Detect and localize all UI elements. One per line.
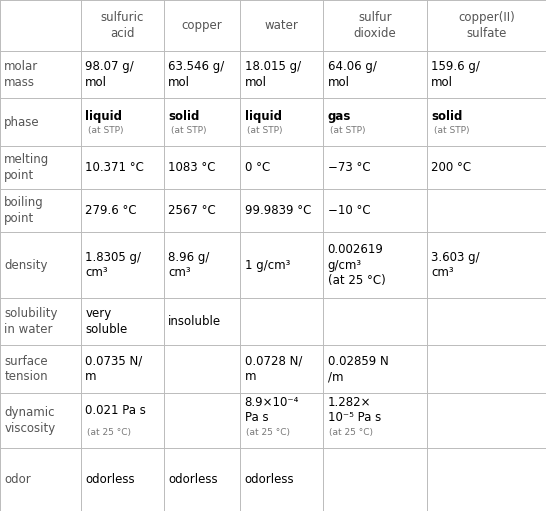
Text: odor: odor — [4, 473, 31, 486]
Text: surface
tension: surface tension — [4, 355, 48, 383]
Text: 0.002619
g/cm³
(at 25 °C): 0.002619 g/cm³ (at 25 °C) — [328, 243, 385, 287]
Text: (at STP): (at STP) — [88, 126, 123, 135]
Text: 64.06 g/
mol: 64.06 g/ mol — [328, 60, 377, 89]
Text: 0.021 Pa s: 0.021 Pa s — [85, 404, 146, 417]
Text: −10 °C: −10 °C — [328, 204, 370, 217]
Text: solid: solid — [168, 110, 199, 123]
Text: dynamic
viscosity: dynamic viscosity — [4, 406, 56, 434]
Text: (at STP): (at STP) — [434, 126, 470, 135]
Text: gas: gas — [328, 110, 351, 123]
Text: (at STP): (at STP) — [171, 126, 206, 135]
Text: 10.371 °C: 10.371 °C — [85, 161, 144, 174]
Text: odorless: odorless — [85, 473, 135, 486]
Text: 0.0735 N/
m: 0.0735 N/ m — [85, 355, 143, 383]
Text: −73 °C: −73 °C — [328, 161, 370, 174]
Text: 8.9×10⁻⁴
Pa s: 8.9×10⁻⁴ Pa s — [245, 397, 299, 425]
Text: (at STP): (at STP) — [330, 126, 366, 135]
Text: sulfuric
acid: sulfuric acid — [100, 11, 144, 40]
Text: very
soluble: very soluble — [85, 308, 127, 336]
Text: 159.6 g/
mol: 159.6 g/ mol — [431, 60, 480, 89]
Text: odorless: odorless — [168, 473, 218, 486]
Text: solubility
in water: solubility in water — [4, 308, 58, 336]
Text: density: density — [4, 259, 48, 271]
Text: (at 25 °C): (at 25 °C) — [246, 428, 290, 437]
Text: phase: phase — [4, 115, 40, 129]
Text: boiling
point: boiling point — [4, 196, 44, 225]
Text: 1.282×
10⁻⁵ Pa s: 1.282× 10⁻⁵ Pa s — [328, 397, 381, 425]
Text: solid: solid — [431, 110, 462, 123]
Text: 99.9839 °C: 99.9839 °C — [245, 204, 311, 217]
Text: liquid: liquid — [85, 110, 122, 123]
Text: (at STP): (at STP) — [247, 126, 283, 135]
Text: copper(II)
sulfate: copper(II) sulfate — [458, 11, 515, 40]
Text: 8.96 g/
cm³: 8.96 g/ cm³ — [168, 251, 210, 280]
Text: 18.015 g/
mol: 18.015 g/ mol — [245, 60, 301, 89]
Text: melting
point: melting point — [4, 153, 50, 182]
Text: liquid: liquid — [245, 110, 282, 123]
Text: sulfur
dioxide: sulfur dioxide — [354, 11, 396, 40]
Text: 2567 °C: 2567 °C — [168, 204, 216, 217]
Text: 1083 °C: 1083 °C — [168, 161, 216, 174]
Text: 1 g/cm³: 1 g/cm³ — [245, 259, 290, 271]
Text: (at 25 °C): (at 25 °C) — [329, 428, 373, 437]
Text: 3.603 g/
cm³: 3.603 g/ cm³ — [431, 251, 480, 280]
Text: water: water — [265, 19, 299, 32]
Text: 0.0728 N/
m: 0.0728 N/ m — [245, 355, 302, 383]
Text: 1.8305 g/
cm³: 1.8305 g/ cm³ — [85, 251, 141, 280]
Text: (at 25 °C): (at 25 °C) — [87, 428, 131, 437]
Text: 0 °C: 0 °C — [245, 161, 270, 174]
Text: 0.02859 N
/m: 0.02859 N /m — [328, 355, 388, 383]
Text: odorless: odorless — [245, 473, 294, 486]
Text: 98.07 g/
mol: 98.07 g/ mol — [85, 60, 134, 89]
Text: 279.6 °C: 279.6 °C — [85, 204, 137, 217]
Text: molar
mass: molar mass — [4, 60, 39, 89]
Text: 200 °C: 200 °C — [431, 161, 471, 174]
Text: copper: copper — [182, 19, 222, 32]
Text: 63.546 g/
mol: 63.546 g/ mol — [168, 60, 224, 89]
Text: insoluble: insoluble — [168, 315, 221, 328]
